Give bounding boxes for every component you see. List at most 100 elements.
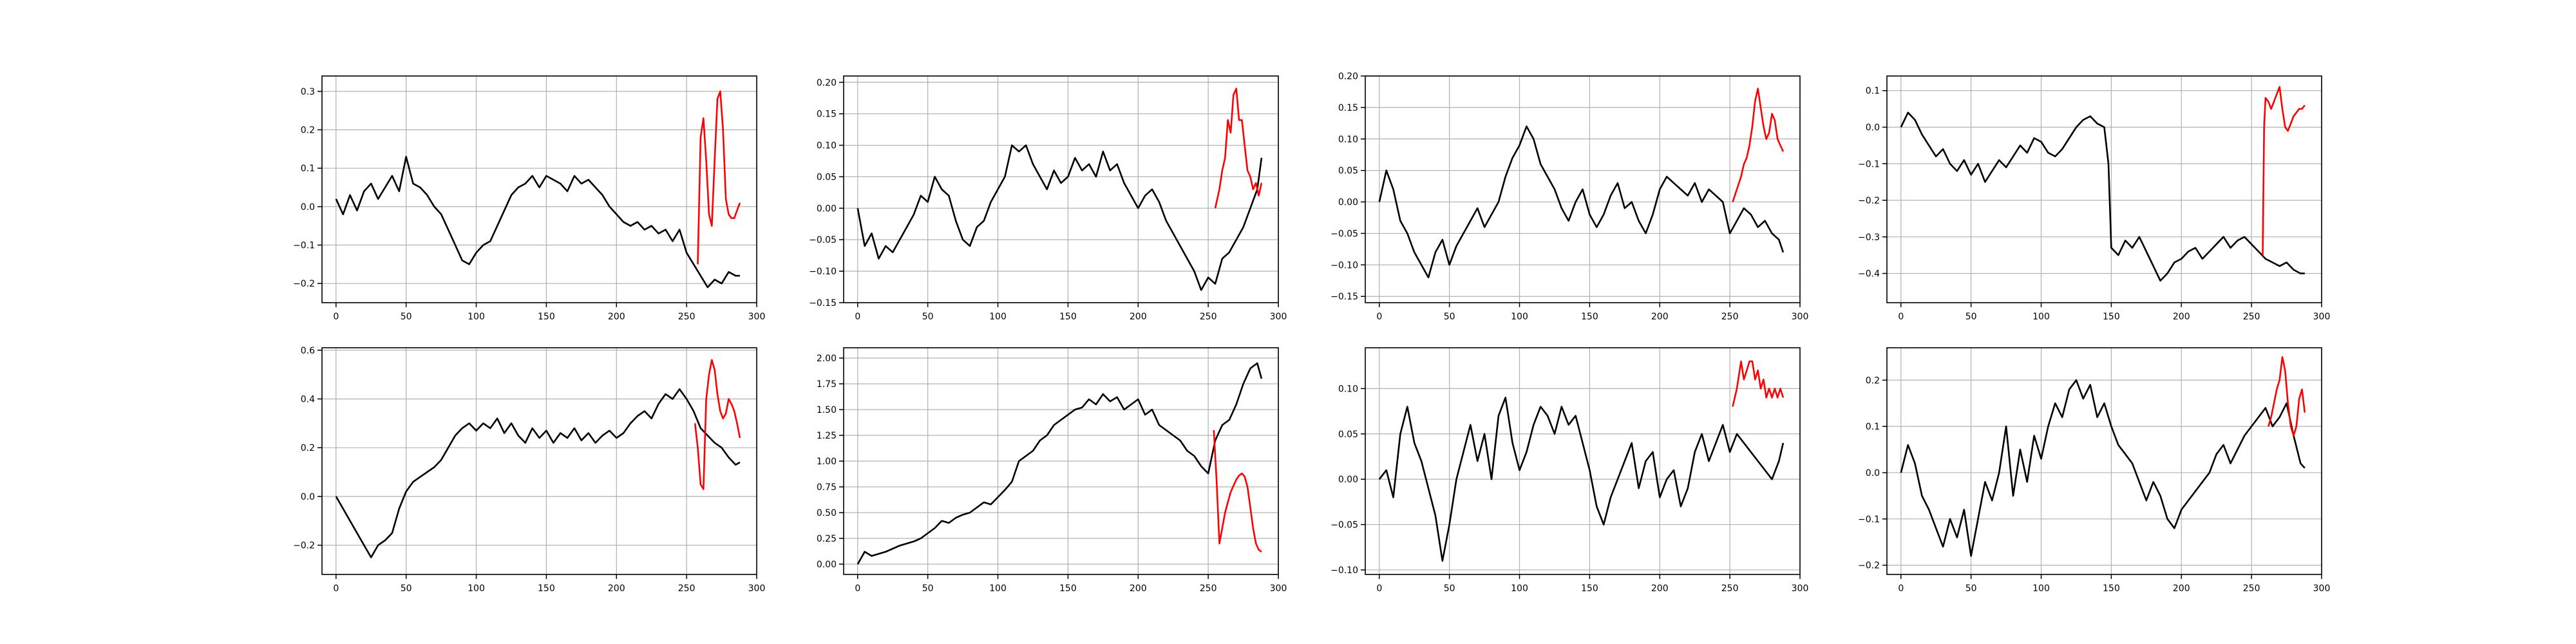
series-line-2 bbox=[1732, 88, 1785, 203]
subplot-4: 0 50 100 150 200 250 300 −0.4 −0.3 −0.2 −0.1 0.0 0.1 bbox=[1858, 75, 2330, 322]
x-tick-label: 0 bbox=[333, 312, 339, 322]
series-line-1 bbox=[1378, 397, 1785, 562]
axes-frame bbox=[1365, 347, 1801, 575]
y-tick-label: 1.50 bbox=[817, 405, 837, 415]
y-tick-label: 1.00 bbox=[817, 457, 837, 467]
plot-area bbox=[844, 76, 1278, 303]
subplot-6: 0 50 100 150 200 250 300 0.00 0.25 0.50 0.75 1.00 1.… bbox=[817, 347, 1287, 594]
y-tick-label: −0.2 bbox=[1858, 561, 1880, 571]
x-tick-label: 100 bbox=[468, 583, 485, 594]
x-tick-label: 100 bbox=[468, 312, 485, 322]
subplot-2: 0 50 100 150 200 250 300 −0.15 −0.10 −0.05 0.00 0.0… bbox=[809, 75, 1287, 322]
series-line-1 bbox=[1378, 125, 1785, 279]
x-tick-label: 50 bbox=[401, 312, 412, 322]
x-tick-label: 250 bbox=[1200, 583, 1217, 594]
x-tick-label: 300 bbox=[2313, 583, 2331, 594]
y-tick-label: −0.10 bbox=[1331, 260, 1358, 270]
series-line-1 bbox=[857, 362, 1263, 565]
x-tick-label: 300 bbox=[1270, 312, 1287, 322]
y-tick-label: −0.4 bbox=[1858, 269, 1880, 279]
plot-area bbox=[322, 348, 757, 574]
series-line-2 bbox=[2268, 356, 2306, 437]
x-tick-label: 100 bbox=[1511, 583, 1528, 594]
y-tick-label: −0.10 bbox=[1331, 565, 1358, 576]
y-tick-label: 0.15 bbox=[817, 109, 837, 120]
x-tick-label: 50 bbox=[1965, 583, 1977, 594]
x-tick-label: 200 bbox=[1130, 583, 1147, 594]
x-tick-label: 250 bbox=[1721, 312, 1739, 322]
x-tick-label: 0 bbox=[1898, 312, 1904, 322]
x-tick-label: 250 bbox=[2243, 312, 2260, 322]
subplot-1: 0 50 100 150 200 250 300 −0.2 −0.1 0.0 0.1 0.2 0.3 bbox=[293, 75, 765, 322]
axes-frame bbox=[1886, 347, 2322, 575]
y-tick-label: −0.3 bbox=[1858, 232, 1880, 243]
x-tick-label: 150 bbox=[538, 583, 555, 594]
x-tick-label: 250 bbox=[678, 583, 696, 594]
x-tick-label: 150 bbox=[1581, 583, 1598, 594]
x-tick-label: 100 bbox=[1511, 312, 1528, 322]
y-tick-label: 0.10 bbox=[1338, 384, 1358, 394]
x-tick-label: 200 bbox=[608, 583, 625, 594]
x-tick-label: 250 bbox=[678, 312, 696, 322]
y-tick-label: 0.05 bbox=[1338, 166, 1358, 176]
x-tick-label: 150 bbox=[1059, 583, 1077, 594]
y-tick-label: 0.50 bbox=[817, 508, 837, 518]
x-tick-label: 0 bbox=[1376, 583, 1382, 594]
y-tick-label: 1.25 bbox=[817, 431, 837, 441]
x-tick-label: 150 bbox=[1059, 312, 1077, 322]
y-tick-label: 0.10 bbox=[817, 141, 837, 151]
y-tick-label: 0.3 bbox=[301, 87, 315, 97]
y-tick-label: −0.15 bbox=[809, 298, 837, 308]
axes-frame bbox=[321, 75, 757, 303]
y-tick-label: −0.1 bbox=[1858, 159, 1880, 169]
series-line-1 bbox=[1900, 379, 2306, 557]
y-tick-label: −0.05 bbox=[809, 235, 837, 245]
x-tick-label: 200 bbox=[1130, 312, 1147, 322]
y-tick-label: 0.00 bbox=[817, 204, 837, 214]
x-tick-label: 100 bbox=[2032, 583, 2050, 594]
x-tick-label: 100 bbox=[989, 583, 1007, 594]
y-tick-label: 0.0 bbox=[301, 202, 315, 213]
y-tick-label: 0.05 bbox=[1338, 430, 1358, 440]
plot-area bbox=[1365, 348, 1800, 574]
subplot-3: 0 50 100 150 200 250 300 −0.15 −0.10 −0.05 0.00 0.0… bbox=[1331, 71, 1808, 322]
y-tick-label: −0.10 bbox=[809, 267, 837, 277]
x-tick-label: 200 bbox=[608, 312, 625, 322]
plot-area bbox=[1887, 348, 2322, 574]
y-tick-label: 2.00 bbox=[817, 354, 837, 364]
y-tick-label: 0.2 bbox=[301, 126, 315, 136]
plot-area bbox=[1887, 76, 2322, 303]
x-tick-label: 150 bbox=[538, 312, 555, 322]
series-line-1 bbox=[857, 144, 1263, 291]
x-tick-label: 50 bbox=[1444, 583, 1455, 594]
series-line-2 bbox=[697, 90, 741, 265]
y-tick-label: 0.00 bbox=[1338, 475, 1358, 485]
x-tick-label: 50 bbox=[922, 583, 934, 594]
y-tick-label: 0.4 bbox=[301, 394, 315, 404]
x-tick-label: 50 bbox=[401, 583, 412, 594]
x-tick-label: 200 bbox=[2173, 583, 2190, 594]
y-tick-label: 0.1 bbox=[301, 164, 315, 174]
x-tick-label: 0 bbox=[1898, 583, 1904, 594]
y-tick-label: 0.0 bbox=[1866, 122, 1880, 133]
y-tick-label: 1.75 bbox=[817, 379, 837, 390]
x-tick-label: 250 bbox=[1200, 312, 1217, 322]
y-tick-label: −0.15 bbox=[1331, 292, 1358, 302]
y-tick-label: 0.20 bbox=[817, 78, 837, 88]
plot-area bbox=[322, 76, 757, 303]
y-tick-label: 0.05 bbox=[817, 172, 837, 182]
subplot-8: 0 50 100 150 200 250 300 −0.2 −0.1 0.0 0.1 0.2 bbox=[1858, 347, 2331, 594]
series-line-1 bbox=[1900, 111, 2305, 282]
x-tick-label: 0 bbox=[1376, 312, 1382, 322]
y-tick-label: −0.05 bbox=[1331, 520, 1358, 531]
x-tick-label: 300 bbox=[1270, 583, 1287, 594]
y-tick-label: 0.10 bbox=[1338, 135, 1358, 145]
series-line-1 bbox=[335, 156, 740, 289]
y-tick-label: 0.2 bbox=[1866, 375, 1880, 386]
y-tick-label: 0.00 bbox=[817, 560, 837, 570]
x-tick-label: 300 bbox=[1792, 583, 1809, 594]
y-tick-label: 0.75 bbox=[817, 482, 837, 493]
x-tick-label: 150 bbox=[1581, 312, 1598, 322]
x-tick-label: 50 bbox=[1444, 312, 1455, 322]
x-tick-label: 50 bbox=[1965, 312, 1977, 322]
